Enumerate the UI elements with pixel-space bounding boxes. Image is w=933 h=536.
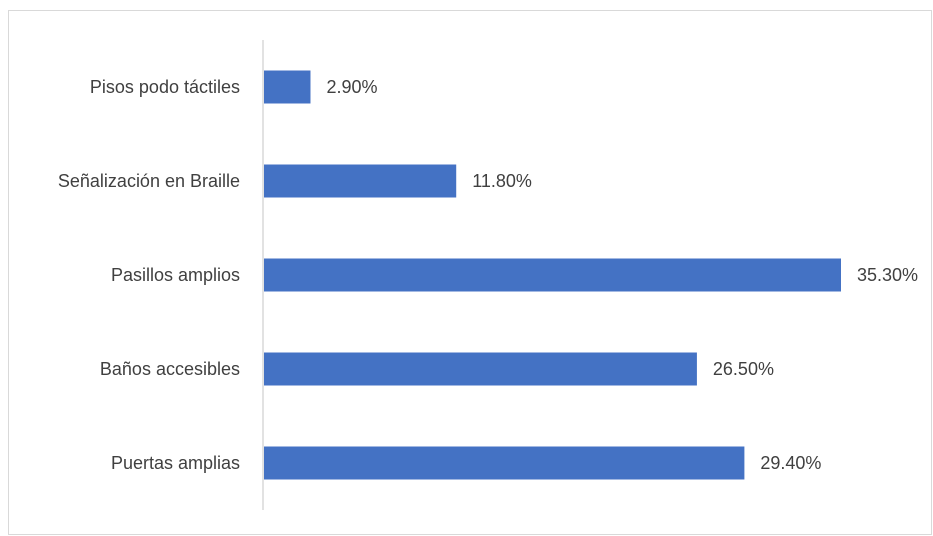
bar-0 <box>264 70 311 104</box>
category-label-2: Pasillos amplios <box>111 265 240 285</box>
category-label-4: Puertas amplias <box>111 453 240 473</box>
value-label-1: 11.80% <box>472 171 532 191</box>
bars-layer: Pisos podo táctiles 2.90% Señalización en … <box>58 70 918 480</box>
value-label-0: 2.90% <box>326 77 377 97</box>
bar-1 <box>264 164 457 198</box>
bar-4 <box>264 446 745 480</box>
category-label-0: Pisos podo táctiles <box>90 77 240 97</box>
bar-3 <box>264 352 697 386</box>
category-label-1: Señalización en Braille <box>58 171 240 191</box>
value-label-2: 35.30% <box>857 265 918 285</box>
bar-2 <box>264 258 841 292</box>
value-label-4: 29.40% <box>760 453 821 473</box>
value-label-3: 26.50% <box>713 359 774 379</box>
category-label-3: Baños accesibles <box>100 359 240 379</box>
